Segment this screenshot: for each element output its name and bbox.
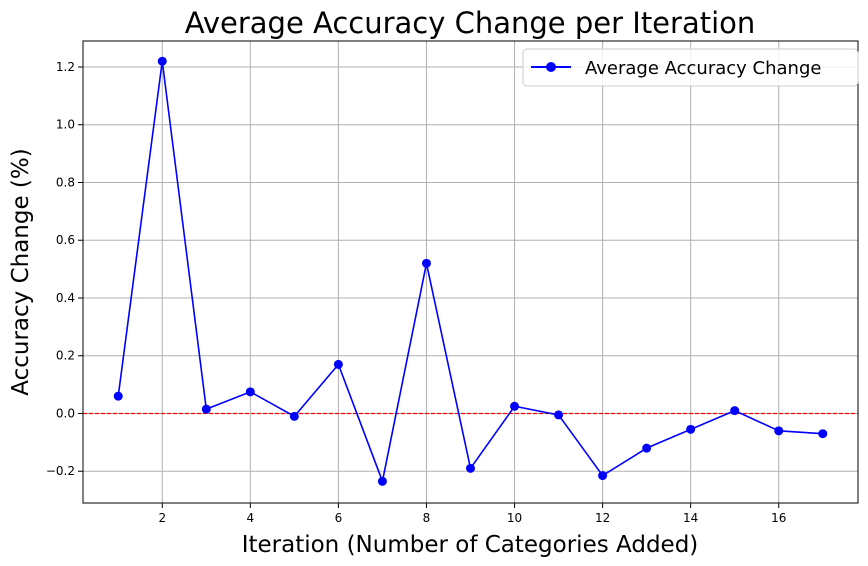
data-point-9 bbox=[466, 463, 475, 473]
data-point-5 bbox=[289, 411, 299, 421]
y-tick-label: −0.2 bbox=[46, 464, 75, 478]
data-point-7 bbox=[377, 476, 387, 486]
y-tick-label: 0.6 bbox=[56, 233, 75, 247]
data-point-4 bbox=[245, 387, 255, 397]
y-tick-label: 0.4 bbox=[56, 291, 75, 305]
chart-title: Average Accuracy Change per Iteration bbox=[185, 6, 756, 40]
legend-marker bbox=[546, 62, 556, 72]
y-tick-label: 1.2 bbox=[56, 60, 75, 74]
x-tick-label: 4 bbox=[247, 511, 255, 525]
x-tick-label: 12 bbox=[595, 511, 610, 525]
data-point-12 bbox=[598, 471, 608, 481]
x-tick-label: 14 bbox=[683, 511, 698, 525]
data-point-10 bbox=[510, 401, 520, 411]
data-point-2 bbox=[157, 56, 167, 66]
y-tick-label: 0.2 bbox=[56, 349, 75, 363]
x-tick-label: 10 bbox=[507, 511, 522, 525]
data-point-15 bbox=[730, 406, 740, 416]
data-point-16 bbox=[774, 426, 784, 436]
data-point-1 bbox=[113, 391, 123, 401]
data-point-6 bbox=[333, 359, 343, 369]
y-tick-label: 1.0 bbox=[56, 118, 75, 132]
x-tick-label: 16 bbox=[771, 511, 786, 525]
data-point-14 bbox=[686, 424, 696, 434]
legend: Average Accuracy Change bbox=[522, 48, 859, 87]
x-tick-label: 2 bbox=[158, 511, 166, 525]
y-tick-label: 0.0 bbox=[56, 406, 75, 420]
x-tick-label: 8 bbox=[423, 511, 431, 525]
data-point-3 bbox=[201, 404, 211, 414]
series-line bbox=[117, 61, 823, 485]
y-axis-ticks: −0.2 0.0 0.2 0.4 0.6 0.8 1.0 1.2 bbox=[46, 60, 83, 478]
y-axis-label: Accuracy Change (%) bbox=[8, 148, 34, 396]
data-point-8 bbox=[421, 258, 431, 268]
data-point-17 bbox=[818, 429, 828, 439]
data-point-13 bbox=[642, 443, 652, 453]
x-tick-label: 6 bbox=[335, 511, 343, 525]
series-average-accuracy-change bbox=[113, 56, 828, 486]
grid-lines bbox=[83, 41, 858, 503]
x-axis-label: Iteration (Number of Categories Added) bbox=[242, 532, 699, 558]
y-tick-label: 0.8 bbox=[56, 175, 75, 189]
plot-frame bbox=[82, 40, 859, 504]
legend-box bbox=[522, 48, 859, 87]
x-axis-ticks: 2 4 6 8 10 12 14 16 bbox=[158, 503, 786, 525]
legend-entry-label: Average Accuracy Change bbox=[585, 58, 821, 79]
data-point-11 bbox=[554, 410, 564, 420]
